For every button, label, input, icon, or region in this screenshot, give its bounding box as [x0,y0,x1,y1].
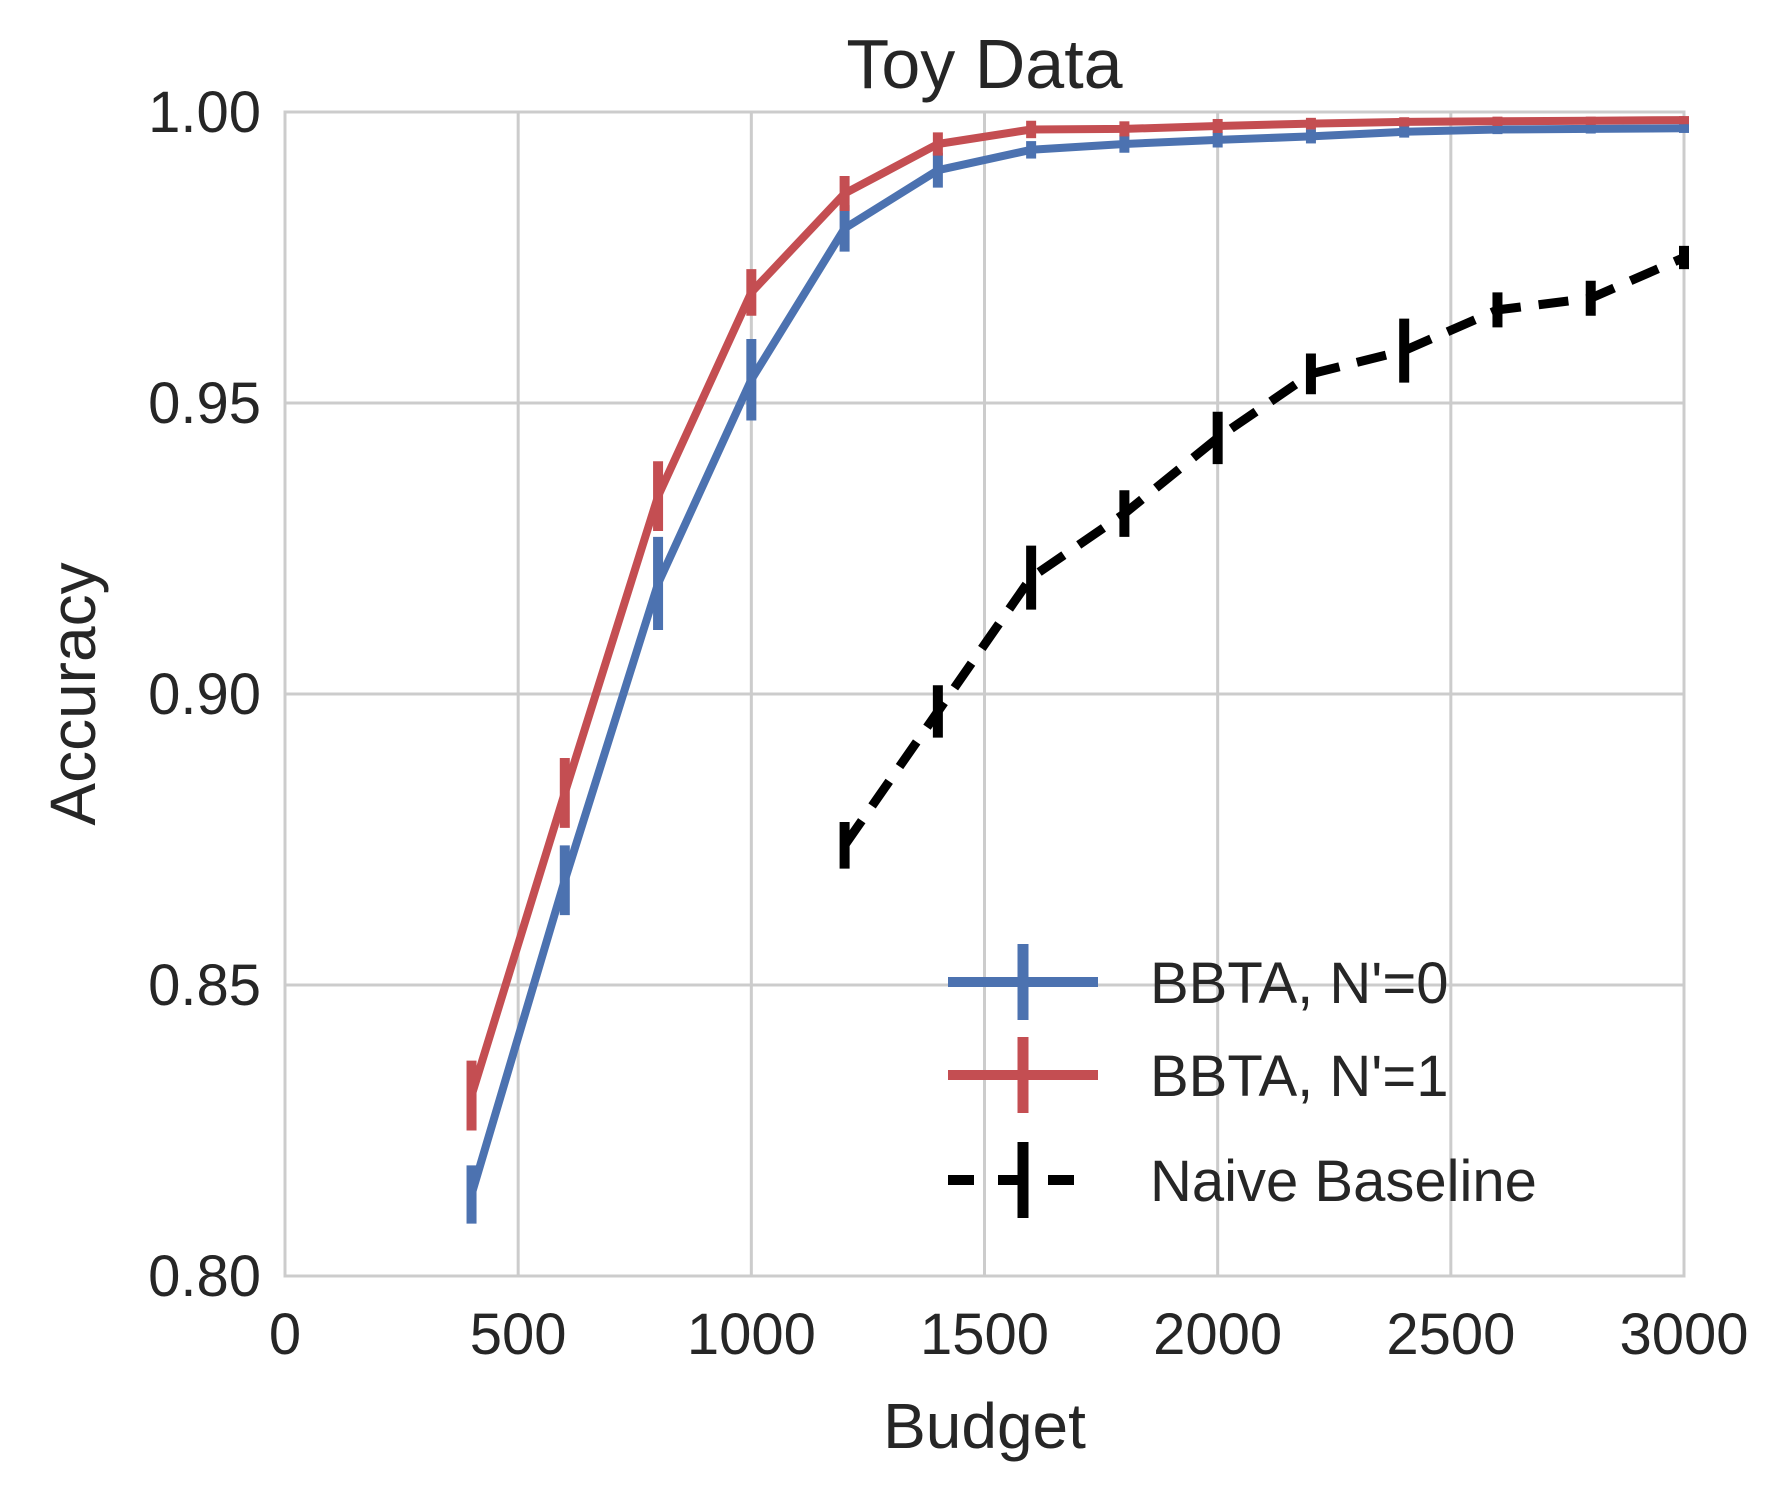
legend-item-bbta-n-0: BBTA, N'=0 [948,944,1449,1020]
grid [283,110,1686,1278]
tick-labels: 0 500 1000 1500 2000 2500 3000 0.80 0.85 0.90 0.95… [148,80,1748,1367]
legend: BBTA, N'=0 BBTA, N'=1 Naive Baseline [948,944,1537,1218]
y-tick-label: 1.00 [148,80,261,145]
y-axis-label: Accuracy [37,562,109,825]
x-tick-label: 0 [269,1302,301,1367]
legend-label: Naive Baseline [1150,1149,1537,1214]
series-line [840,253,1686,848]
series-line [467,116,1685,1097]
series-bbta-n-0 [466,123,1689,1224]
x-tick-label: 2500 [1386,1302,1515,1367]
series-group [466,116,1689,1224]
x-tick-label: 1000 [687,1302,816,1367]
series-naive-baseline [839,245,1689,869]
series-bbta-n-1 [466,116,1689,1131]
series-line [467,124,1685,1196]
x-tick-label: 1500 [920,1302,1049,1367]
x-tick-label: 500 [470,1302,567,1367]
legend-item-bbta-n-1: BBTA, N'=1 [948,1037,1449,1113]
chart-title: Toy Data [846,25,1122,103]
y-tick-label: 0.80 [148,1244,261,1309]
plot-frame [283,110,1686,1278]
legend-label: BBTA, N'=1 [1150,1044,1449,1109]
y-tick-label: 0.90 [148,662,261,727]
legend-item-naive-baseline: Naive Baseline [948,1142,1537,1218]
legend-label: BBTA, N'=0 [1150,951,1449,1016]
x-tick-label: 2000 [1153,1302,1282,1367]
y-tick-label: 0.95 [148,371,261,436]
x-axis-label: Budget [883,1390,1086,1462]
y-tick-label: 0.85 [148,953,261,1018]
x-tick-label: 3000 [1619,1302,1748,1367]
